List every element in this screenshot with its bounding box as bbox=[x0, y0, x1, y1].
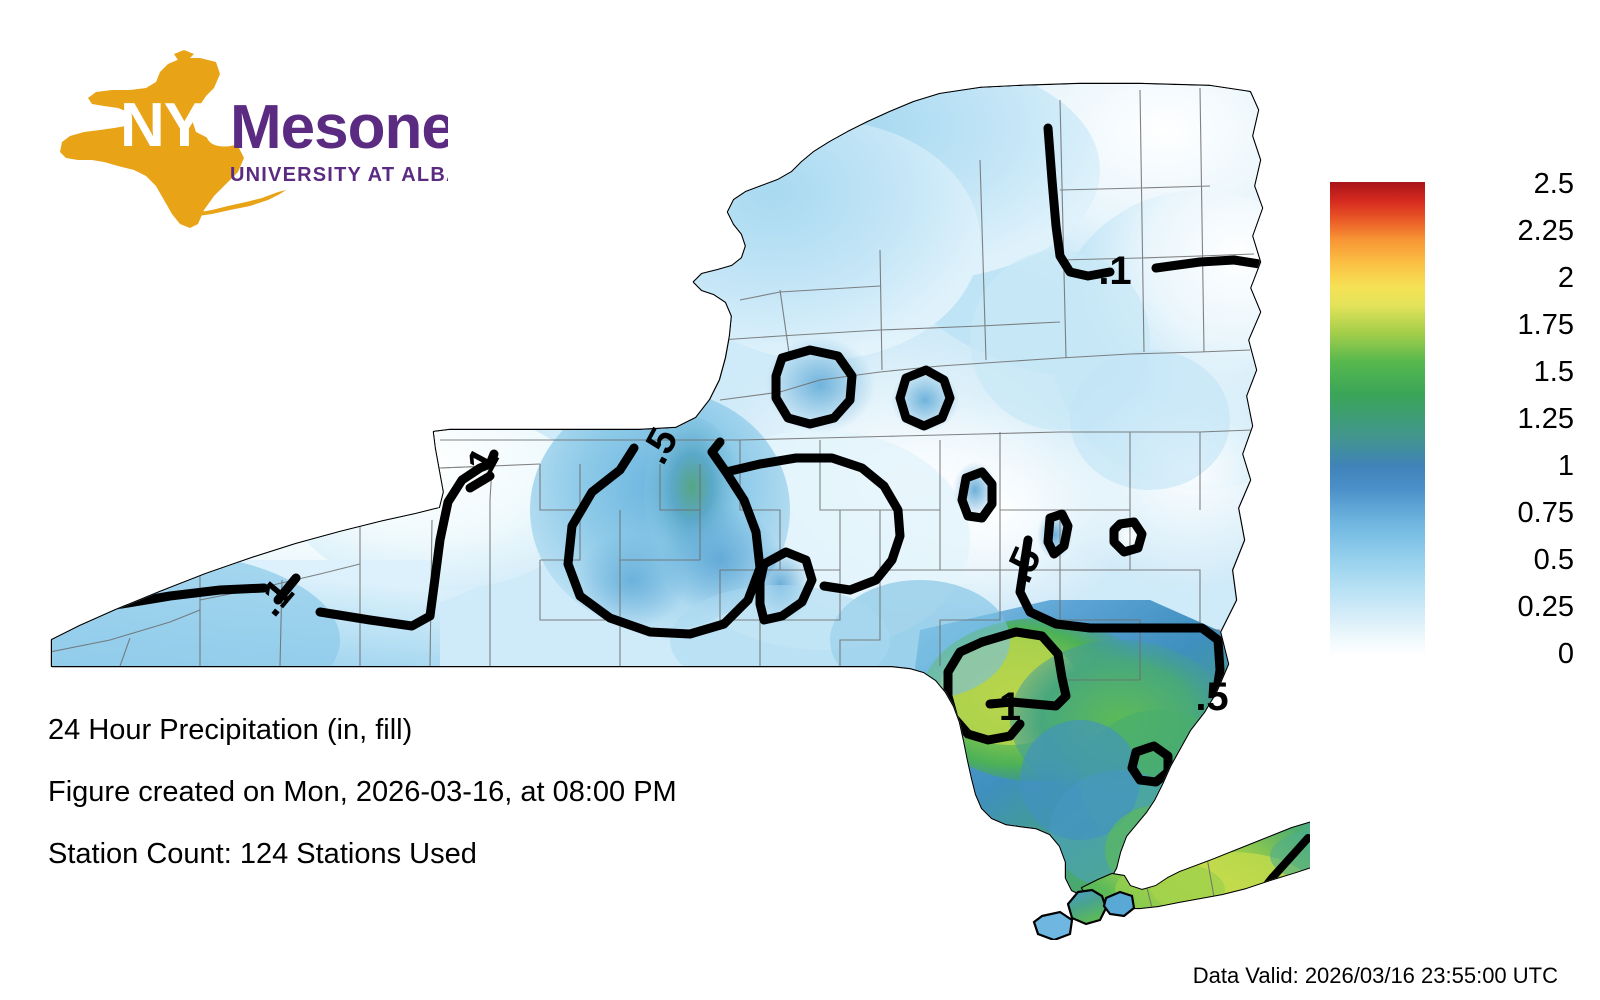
outer-island bbox=[1032, 910, 1074, 940]
data-valid-footer: Data Valid: 2026/03/16 23:55:00 UTC bbox=[1192, 963, 1558, 988]
caption-title: 24 Hour Precipitation (in, fill) bbox=[48, 714, 413, 746]
caption-created: Figure created on Mon, 2026-03-16, at 08… bbox=[48, 776, 677, 808]
colorbar-tick-1-75: 1.75 bbox=[1517, 309, 1574, 341]
colorbar-tick-2: 2 bbox=[1557, 262, 1574, 294]
colorbar-gradient bbox=[1330, 182, 1425, 656]
nys-mesonet-logo: NYS Mesonet UNIVERSITY AT ALBANY bbox=[48, 48, 491, 228]
nyc-islands-group bbox=[1032, 888, 1136, 940]
rockaway bbox=[1102, 890, 1136, 918]
colorbar-tick-2-5: 2.5 bbox=[1533, 168, 1574, 200]
colorbar-tick-0-75: 0.75 bbox=[1517, 497, 1574, 529]
map-svg: .1 .1 .1 .5 .5 .5 1 bbox=[50, 82, 1310, 940]
contour-label-hudson-valley: .5 bbox=[1195, 675, 1228, 719]
colorbar-tick-0: 0 bbox=[1557, 638, 1574, 670]
colorbar-tick-1-25: 1.25 bbox=[1517, 403, 1574, 435]
logo-mesonet-text: Mesonet bbox=[230, 93, 448, 162]
contour-label-north-country: .1 bbox=[1098, 249, 1131, 293]
colorbar-tick-0-5: 0.5 bbox=[1533, 544, 1574, 576]
contour-lines bbox=[52, 123, 1262, 787]
ny-state-silhouette-icon bbox=[60, 50, 286, 228]
colorbar-tick-1-5: 1.5 bbox=[1533, 356, 1574, 388]
caption-block: 24 Hour Precipitation (in, fill) Figure … bbox=[48, 715, 868, 901]
colorbar-tick-2-25: 2.25 bbox=[1517, 215, 1574, 247]
precipitation-map: .1 .1 .1 .5 .5 .5 1 bbox=[20, 40, 1310, 940]
logo-svg: NYS Mesonet UNIVERSITY AT ALBANY bbox=[60, 50, 491, 228]
caption-station-count: Station Count: 124 Stations Used bbox=[48, 838, 477, 870]
logo-subtitle-text: UNIVERSITY AT ALBANY bbox=[230, 164, 448, 186]
logo-nys-text: NYS bbox=[120, 91, 244, 160]
staten-island bbox=[1066, 888, 1108, 926]
colorbar-tick-labels: 2.5 2.25 2 1.75 1.5 1.25 1 0.75 0.5 0.25… bbox=[1430, 170, 1576, 670]
colorbar: 2.5 2.25 2 1.75 1.5 1.25 1 0.75 0.5 0.25… bbox=[1330, 170, 1580, 670]
contour-label-southeast-peak: 1 bbox=[999, 685, 1021, 729]
colorbar-tick-1: 1 bbox=[1557, 450, 1574, 482]
colorbar-tick-0-25: 0.25 bbox=[1517, 591, 1574, 623]
